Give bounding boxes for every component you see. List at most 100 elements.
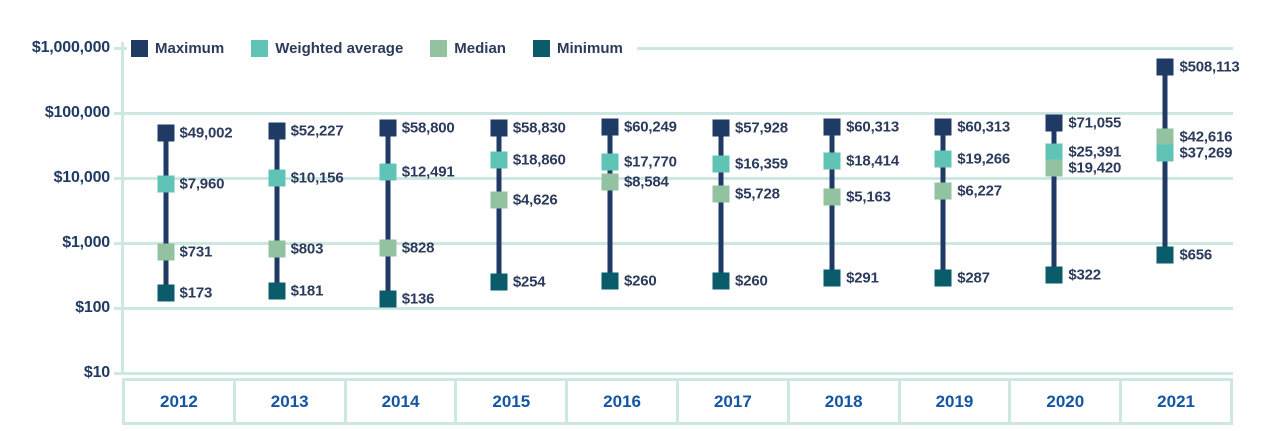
range-connector-line xyxy=(385,127,391,300)
marker-value-label: $60,249 xyxy=(623,118,677,136)
marker-minimum xyxy=(157,284,175,302)
x-axis-year-2013: 2013 xyxy=(232,381,344,422)
marker-median xyxy=(268,240,286,258)
marker-value-label: $60,313 xyxy=(846,118,899,136)
marker-value-label: $25,391 xyxy=(1068,143,1122,161)
marker-value-label: $16,359 xyxy=(735,155,788,173)
x-axis-year-2016: 2016 xyxy=(565,381,676,422)
marker-median xyxy=(823,188,841,206)
y-tick-label: $100,000 xyxy=(44,104,110,121)
marker-median xyxy=(934,182,952,200)
range-connector-line xyxy=(940,127,946,279)
x-axis-year-2019: 2019 xyxy=(897,381,1009,422)
marker-maximum xyxy=(1045,114,1063,132)
legend-label: Maximum xyxy=(155,40,225,57)
marker-value-label: $656 xyxy=(1179,246,1213,264)
y-tick-label: $10 xyxy=(83,364,110,381)
x-axis-year-2015: 2015 xyxy=(454,381,566,422)
marker-value-label: $173 xyxy=(179,284,213,302)
marker-value-label: $17,770 xyxy=(623,153,677,171)
marker-maximum xyxy=(823,118,841,136)
marker-value-label: $52,227 xyxy=(290,122,344,140)
y-tick-label: $1,000,000 xyxy=(31,39,110,56)
marker-weighted-average xyxy=(712,155,730,173)
marker-weighted-average xyxy=(157,175,175,193)
range-connector-line xyxy=(1051,122,1057,275)
marker-median xyxy=(490,191,508,209)
legend-label: Weighted average xyxy=(275,40,404,57)
marker-median xyxy=(601,173,619,191)
marker-maximum xyxy=(379,119,397,137)
marker-minimum xyxy=(1045,266,1063,284)
marker-value-label: $49,002 xyxy=(179,124,233,142)
marker-value-label: $18,860 xyxy=(512,151,566,169)
marker-value-label: $42,616 xyxy=(1179,128,1233,146)
marker-value-label: $8,584 xyxy=(623,173,669,191)
marker-value-label: $287 xyxy=(957,269,990,287)
y-axis-line xyxy=(120,42,124,375)
marker-value-label: $71,055 xyxy=(1068,114,1122,132)
chart-legend: Maximum Weighted average Median Minimum xyxy=(127,36,637,61)
range-connector-line xyxy=(607,127,613,282)
legend-item-maximum: Maximum xyxy=(131,40,224,57)
marker-maximum xyxy=(490,119,508,137)
marker-minimum xyxy=(823,269,841,287)
marker-value-label: $37,269 xyxy=(1179,144,1233,162)
range-connector-line xyxy=(274,131,280,292)
marker-maximum xyxy=(601,118,619,136)
x-axis-year-2020: 2020 xyxy=(1008,381,1120,422)
x-axis-year-row: 2012 2013 2014 2015 2016 2017 2018 2019 2020 2021 xyxy=(122,378,1233,425)
marker-value-label: $6,227 xyxy=(957,182,1002,200)
marker-minimum xyxy=(1156,246,1174,264)
legend-swatch-icon xyxy=(131,40,148,57)
marker-maximum xyxy=(268,122,286,140)
marker-weighted-average xyxy=(934,150,952,168)
gridline xyxy=(114,241,1233,245)
marker-median xyxy=(712,185,730,203)
marker-maximum xyxy=(712,119,730,137)
range-connector-line xyxy=(718,128,724,282)
marker-minimum xyxy=(490,273,508,291)
x-axis-year-2018: 2018 xyxy=(786,381,898,422)
marker-value-label: $828 xyxy=(401,239,435,257)
marker-value-label: $254 xyxy=(512,273,546,291)
gridline xyxy=(114,176,1233,180)
y-tick-label: $100 xyxy=(75,299,110,316)
marker-weighted-average xyxy=(1156,144,1174,162)
marker-value-label: $57,928 xyxy=(735,119,788,137)
marker-weighted-average xyxy=(823,152,841,170)
marker-value-label: $60,313 xyxy=(957,118,1011,136)
marker-value-label: $19,266 xyxy=(957,150,1011,168)
x-axis-year-2012: 2012 xyxy=(125,381,233,422)
marker-maximum xyxy=(157,124,175,142)
legend-swatch-icon xyxy=(532,40,550,57)
marker-value-label: $322 xyxy=(1068,266,1101,284)
marker-value-label: $260 xyxy=(735,272,768,290)
marker-value-label: $12,491 xyxy=(401,163,455,181)
marker-median xyxy=(1156,128,1174,146)
marker-value-label: $731 xyxy=(179,243,213,261)
marker-weighted-average xyxy=(601,153,619,171)
marker-median xyxy=(157,243,175,261)
marker-median xyxy=(379,239,397,257)
marker-weighted-average xyxy=(268,169,286,187)
marker-value-label: $136 xyxy=(401,290,435,308)
legend-swatch-icon xyxy=(251,40,269,57)
marker-minimum xyxy=(601,272,619,290)
marker-minimum xyxy=(379,290,397,308)
marker-maximum xyxy=(1156,58,1174,76)
gridline xyxy=(114,306,1233,310)
marker-value-label: $803 xyxy=(290,240,324,258)
x-axis-year-2017: 2017 xyxy=(675,381,787,422)
marker-value-label: $260 xyxy=(623,272,657,290)
marker-value-label: $5,728 xyxy=(735,185,780,203)
x-axis-year-2021: 2021 xyxy=(1119,381,1230,422)
marker-minimum xyxy=(934,269,952,287)
y-tick-label: $10,000 xyxy=(53,169,111,186)
legend-label: Minimum xyxy=(556,40,623,57)
legend-item-weighted-average: Weighted average xyxy=(251,40,403,57)
marker-value-label: $19,420 xyxy=(1068,159,1122,177)
marker-weighted-average xyxy=(379,163,397,181)
marker-maximum xyxy=(934,118,952,136)
marker-value-label: $508,113 xyxy=(1179,58,1240,76)
